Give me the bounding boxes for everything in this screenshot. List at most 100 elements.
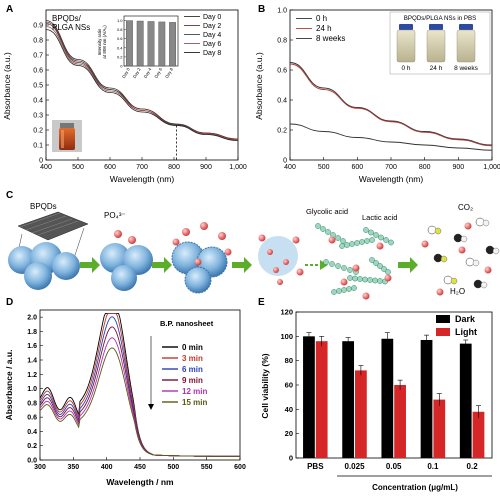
product-atom bbox=[473, 279, 483, 289]
acid-bead bbox=[344, 242, 350, 248]
inset-bar-label: Day 2 bbox=[132, 66, 142, 79]
panel-e-axes: 0 20 40 60 80 100 120 bbox=[280, 308, 299, 463]
panel-e-bar-light bbox=[394, 385, 406, 458]
panel-e-bar-light bbox=[472, 411, 485, 458]
panel-a-series bbox=[45, 20, 239, 141]
panel-b-vial-photo: BPQDs/PLGA NSs in PBS 0 h 24 h 8 weeks bbox=[389, 11, 491, 75]
panel-e-legend: Dark Light bbox=[436, 314, 477, 337]
acid-bead bbox=[383, 237, 389, 243]
panel-b-ylabel: Absorbance (a.u.) bbox=[254, 52, 264, 120]
inset-bar-label: Day 4 bbox=[143, 66, 153, 79]
x-tick-label: 550 bbox=[201, 464, 213, 471]
acid-bead bbox=[385, 269, 391, 275]
acid-bead bbox=[367, 277, 373, 283]
acid-bead bbox=[362, 276, 368, 283]
y-tick-label: 1.0 bbox=[277, 8, 287, 15]
panel-d-legend-label: 3 min bbox=[182, 354, 203, 363]
panel-a-line-day-8 bbox=[45, 29, 239, 141]
glycolic-label: Glycolic acid bbox=[306, 207, 348, 216]
product-atom bbox=[482, 219, 490, 227]
panel-d-legend-label: 9 min bbox=[182, 376, 203, 385]
y-tick-label: 0.0 bbox=[27, 458, 37, 465]
x-tick-label: 0.05 bbox=[386, 462, 402, 471]
x-tick-label: 0.1 bbox=[427, 462, 439, 471]
panel-letter-a: A bbox=[6, 4, 13, 15]
product-atom bbox=[465, 257, 475, 267]
inset-bar bbox=[126, 20, 133, 67]
panel-d-line-0-min bbox=[39, 313, 241, 457]
x-tick-label: 1,000 bbox=[229, 164, 247, 171]
acid-bead bbox=[320, 226, 326, 232]
x-tick-label: 500 bbox=[72, 164, 84, 171]
vial-cap bbox=[429, 24, 443, 30]
acid-bead bbox=[336, 288, 342, 294]
h2o-label: H₂O bbox=[450, 287, 465, 296]
acid-bead bbox=[368, 229, 374, 236]
panel-a-title-line2: PLGA NSs bbox=[52, 23, 90, 32]
panel-a-legend: Day 0 Day 2 Day 4 Day 6 Day 8 bbox=[184, 14, 221, 57]
product-atom bbox=[485, 245, 495, 255]
y-tick-label: 0.4 bbox=[33, 98, 43, 105]
acid-bead bbox=[340, 238, 346, 244]
panel-d-line-6-min bbox=[39, 316, 241, 457]
panel-e-legend-swatch bbox=[436, 315, 450, 323]
y-tick-label: 80 bbox=[285, 356, 293, 365]
inset-y-tick-label: 0.4 bbox=[117, 45, 123, 50]
x-tick-label: 300 bbox=[34, 464, 46, 471]
acid-bead bbox=[349, 241, 355, 247]
y-tick-label: 0.8 bbox=[277, 38, 287, 45]
panel-d-line-15-min bbox=[39, 347, 241, 457]
panel-letter-d: D bbox=[6, 297, 13, 308]
x-tick-label: 350 bbox=[67, 464, 79, 471]
vial-label: 8 weeks bbox=[454, 65, 479, 72]
panel-a-legend-label: Day 0 bbox=[203, 14, 221, 21]
y-tick-label: 0.4 bbox=[277, 98, 287, 105]
y-tick-label: 0.8 bbox=[27, 400, 37, 407]
acid-bead bbox=[339, 243, 345, 249]
acid-bead bbox=[335, 263, 341, 269]
acid-bead bbox=[346, 286, 352, 292]
lactic-label: Lactic acid bbox=[362, 213, 397, 222]
panel-a-axes: 400 500 600 700 800 900 1,000 0 0.1 0.2 0.3 0.4 0.5 0… bbox=[33, 23, 247, 172]
acid-bead bbox=[381, 266, 387, 272]
vial-cap bbox=[399, 24, 413, 30]
panel-b-line-8-weeks bbox=[289, 123, 493, 151]
y-tick-label: 60 bbox=[285, 381, 293, 390]
product-atom bbox=[475, 217, 485, 227]
x-tick-label: 1,000 bbox=[483, 164, 500, 171]
phosphate-ball bbox=[484, 266, 492, 274]
arrow-2 bbox=[152, 257, 172, 273]
phosphate-ball bbox=[362, 292, 370, 300]
phosphate-ball bbox=[376, 242, 384, 250]
y-tick-label: 0.6 bbox=[27, 415, 37, 422]
panel-a-inset-ylabel-1: Intensity ratio bbox=[97, 28, 102, 55]
product-atom bbox=[433, 253, 443, 263]
panel-a-legend-label: Day 8 bbox=[203, 50, 221, 57]
panel-b-legend-label: 24 h bbox=[316, 24, 332, 33]
product-atom bbox=[427, 225, 437, 235]
panel-d-axes: 300 350 400 450 500 550 600 0.0 0.2 0.4 0.6 0.8 1.0 1… bbox=[27, 315, 246, 471]
acid-bead bbox=[329, 261, 335, 267]
inset-bar bbox=[147, 21, 155, 67]
phosphate-ball bbox=[340, 278, 348, 286]
x-tick-label: 800 bbox=[419, 164, 431, 171]
panel-e-bar-dark bbox=[381, 338, 394, 458]
panel-a-line-day-6 bbox=[45, 26, 239, 141]
acid-bead bbox=[363, 227, 369, 233]
y-tick-label: 0 bbox=[283, 158, 287, 165]
inset-bar bbox=[169, 22, 176, 67]
panel-e-chart: 0 20 40 60 80 100 120 PBS 0.025 0.05 0.1 0.2 Dark L… bbox=[260, 308, 493, 492]
y-tick-label: 0.6 bbox=[277, 68, 287, 75]
panel-a-ylabel: Absorbance (a.u.) bbox=[2, 52, 12, 120]
x-tick-label: 500 bbox=[167, 464, 179, 471]
panel-b-photo-label: BPQDs/PLGA NSs in PBS bbox=[404, 15, 477, 22]
x-tick-label: 0.2 bbox=[467, 462, 479, 471]
panel-a-title-line1: BPQDs/ bbox=[52, 14, 82, 23]
phosphate-ball bbox=[458, 246, 466, 254]
acid-bead bbox=[373, 260, 379, 266]
acid-bead bbox=[341, 287, 347, 293]
inset-y-tick-label: 0 bbox=[120, 64, 123, 69]
panel-d-chart: 300 350 400 450 500 550 600 0.0 0.2 0.4 0.6 0.8 1.0 1… bbox=[4, 309, 246, 487]
panel-a-inset-bars: 0 0.2 0.4 0.6 0.8 1.0 Day 0 Day 2 Day 4 Day 6 Day … bbox=[117, 18, 176, 79]
